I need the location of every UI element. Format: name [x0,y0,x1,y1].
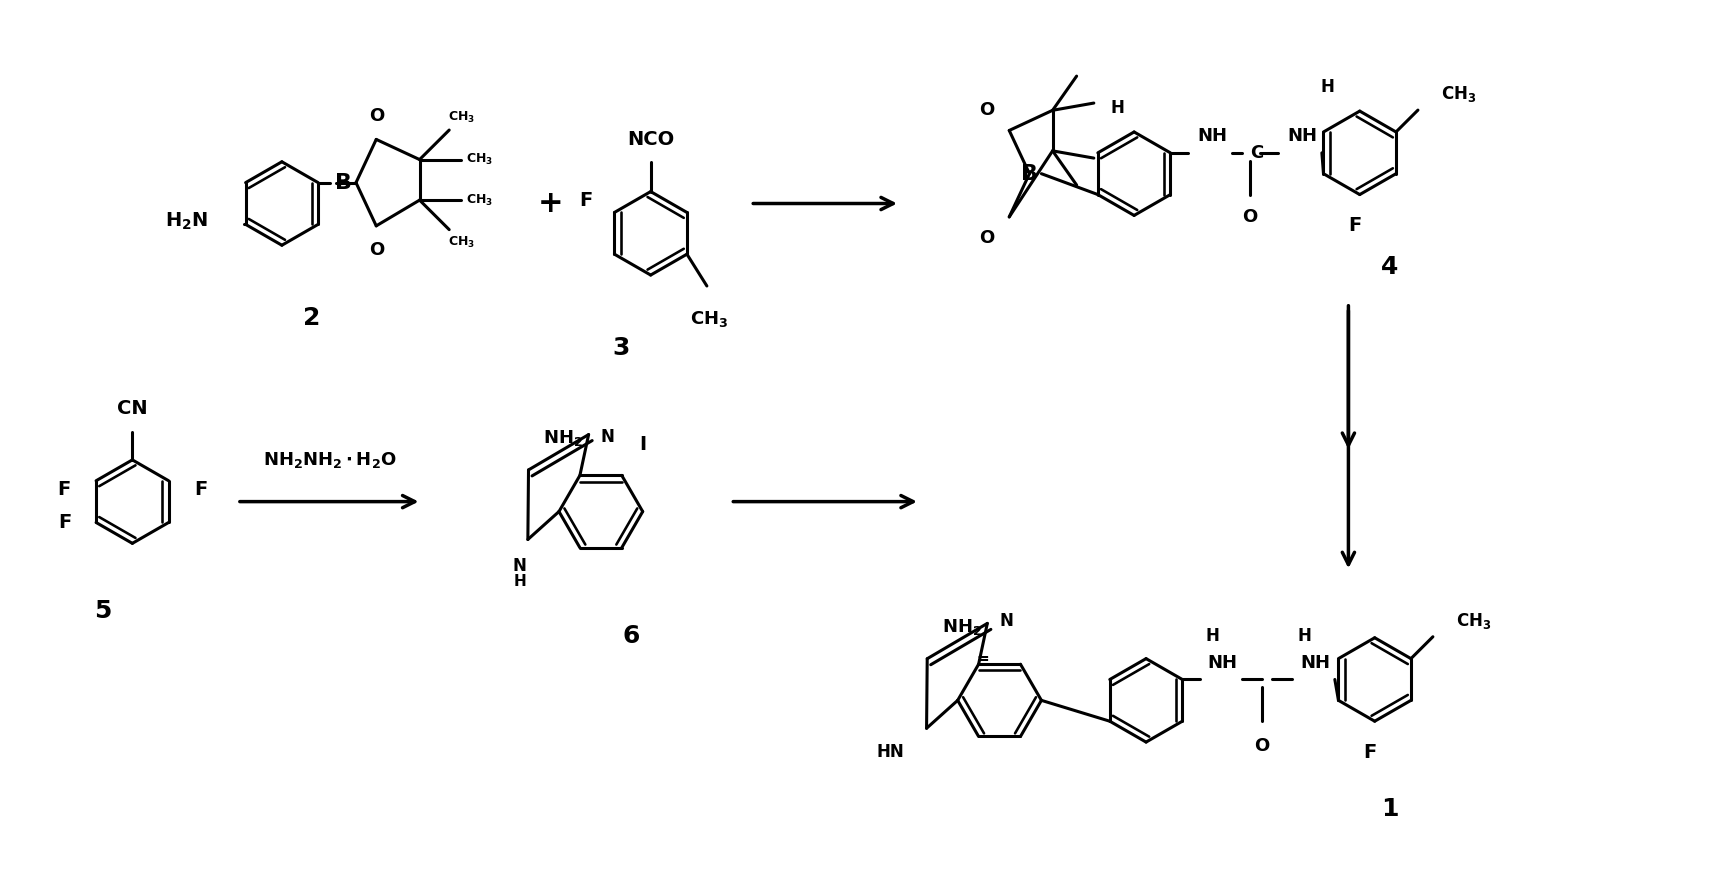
Text: F: F [579,191,593,210]
Text: $\mathbf{NH_2}$: $\mathbf{NH_2}$ [543,428,583,448]
Text: F: F [1363,744,1377,762]
Text: O: O [1243,208,1258,227]
Text: O: O [980,101,994,118]
Text: $\mathbf{CH_3}$: $\mathbf{CH_3}$ [449,110,476,125]
Text: $\mathbf{NH_2}$: $\mathbf{NH_2}$ [942,617,982,637]
Text: C: C [1250,144,1263,161]
Text: $\mathbf{NH_2NH_2 \cdot H_2O}$: $\mathbf{NH_2NH_2 \cdot H_2O}$ [263,450,397,470]
Text: $\mathbf{CH_3}$: $\mathbf{CH_3}$ [466,152,493,167]
Text: HN: HN [877,744,904,761]
Text: F: F [194,480,208,499]
Text: F: F [58,513,70,532]
Text: NCO: NCO [627,131,674,149]
Text: O: O [1255,737,1270,755]
Text: NH: NH [1300,654,1331,671]
Text: NH: NH [1196,127,1227,145]
Text: 1: 1 [1380,796,1398,820]
Text: CN: CN [117,399,148,418]
Text: F: F [57,480,70,499]
Text: $\mathbf{CH_3}$: $\mathbf{CH_3}$ [689,309,727,329]
Text: =: = [976,651,988,666]
Text: NH: NH [1288,127,1317,145]
Text: H: H [1110,99,1124,117]
Text: $\mathbf{H_2N}$: $\mathbf{H_2N}$ [165,211,208,232]
Text: H: H [514,574,526,589]
Text: 6: 6 [622,624,639,647]
Text: $\mathbf{CH_3}$: $\mathbf{CH_3}$ [449,235,476,250]
Text: 2: 2 [303,306,320,330]
Text: +: + [538,189,564,218]
Text: NH: NH [1207,654,1238,671]
Text: $\mathbf{CH_3}$: $\mathbf{CH_3}$ [1441,84,1477,104]
Text: N: N [512,557,526,575]
Text: I: I [639,435,646,453]
Text: N: N [999,612,1012,631]
Text: H: H [1320,78,1336,96]
Text: $\mathbf{CH_3}$: $\mathbf{CH_3}$ [1456,611,1490,631]
Text: B: B [335,173,352,192]
Text: O: O [370,241,385,258]
Text: H: H [1298,627,1312,645]
Text: O: O [980,228,994,247]
Text: 5: 5 [95,599,112,623]
Text: $\mathbf{CH_3}$: $\mathbf{CH_3}$ [466,192,493,207]
Text: 3: 3 [612,335,629,360]
Text: F: F [1348,216,1361,235]
Text: N: N [600,428,614,445]
Text: B: B [1021,164,1038,183]
Text: 4: 4 [1380,255,1398,279]
Text: O: O [370,107,385,124]
Text: H: H [1205,627,1219,645]
